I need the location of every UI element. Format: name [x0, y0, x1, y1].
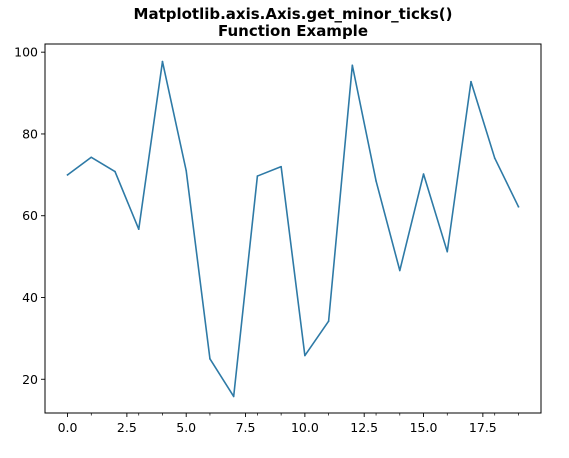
x-tick-label: 10.0: [291, 420, 319, 435]
y-axis: 20 40 60 80 100: [14, 45, 45, 387]
data-point: [398, 269, 401, 272]
data-point: [256, 175, 259, 177]
data-point: [209, 358, 211, 360]
x-tick-label: 12.5: [350, 420, 378, 435]
axes-frame: [44, 43, 542, 414]
data-point: [470, 80, 472, 83]
data-point: [185, 169, 188, 172]
data-point: [114, 170, 116, 173]
data-point: [351, 64, 354, 67]
plot-area: [66, 60, 520, 398]
data-point: [422, 173, 425, 175]
x-tick-label: 2.5: [117, 420, 137, 435]
data-point: [493, 157, 496, 159]
chart-title-line-2: Function Example: [218, 22, 368, 40]
data-point: [90, 156, 93, 159]
x-tick-label: 7.5: [236, 420, 256, 435]
y-tick-label: 40: [22, 290, 38, 305]
x-axis: 0.0 2.5 5.0 7.5 10.0 12.5 15.0 17.5: [58, 413, 519, 435]
data-point: [375, 180, 377, 182]
y-tick-label: 20: [22, 372, 38, 387]
x-tick-label: 15.0: [410, 420, 438, 435]
x-tick-label: 17.5: [469, 420, 497, 435]
data-point: [66, 174, 69, 176]
chart-title-line-1: Matplotlib.axis.Axis.get_minor_ticks(): [134, 5, 453, 23]
data-point: [446, 250, 449, 253]
data-point: [280, 165, 282, 168]
data-point: [232, 395, 235, 398]
data-point: [304, 354, 306, 357]
x-tick-label: 5.0: [176, 420, 196, 435]
y-tick-label: 60: [22, 208, 38, 223]
series-line-0: [66, 60, 520, 398]
data-point: [517, 205, 520, 208]
data-point: [161, 60, 164, 63]
data-point: [137, 228, 140, 231]
y-tick-label: 80: [22, 126, 38, 141]
y-tick-label: 100: [14, 45, 38, 60]
x-tick-label: 0.0: [58, 420, 78, 435]
data-point: [327, 320, 330, 323]
